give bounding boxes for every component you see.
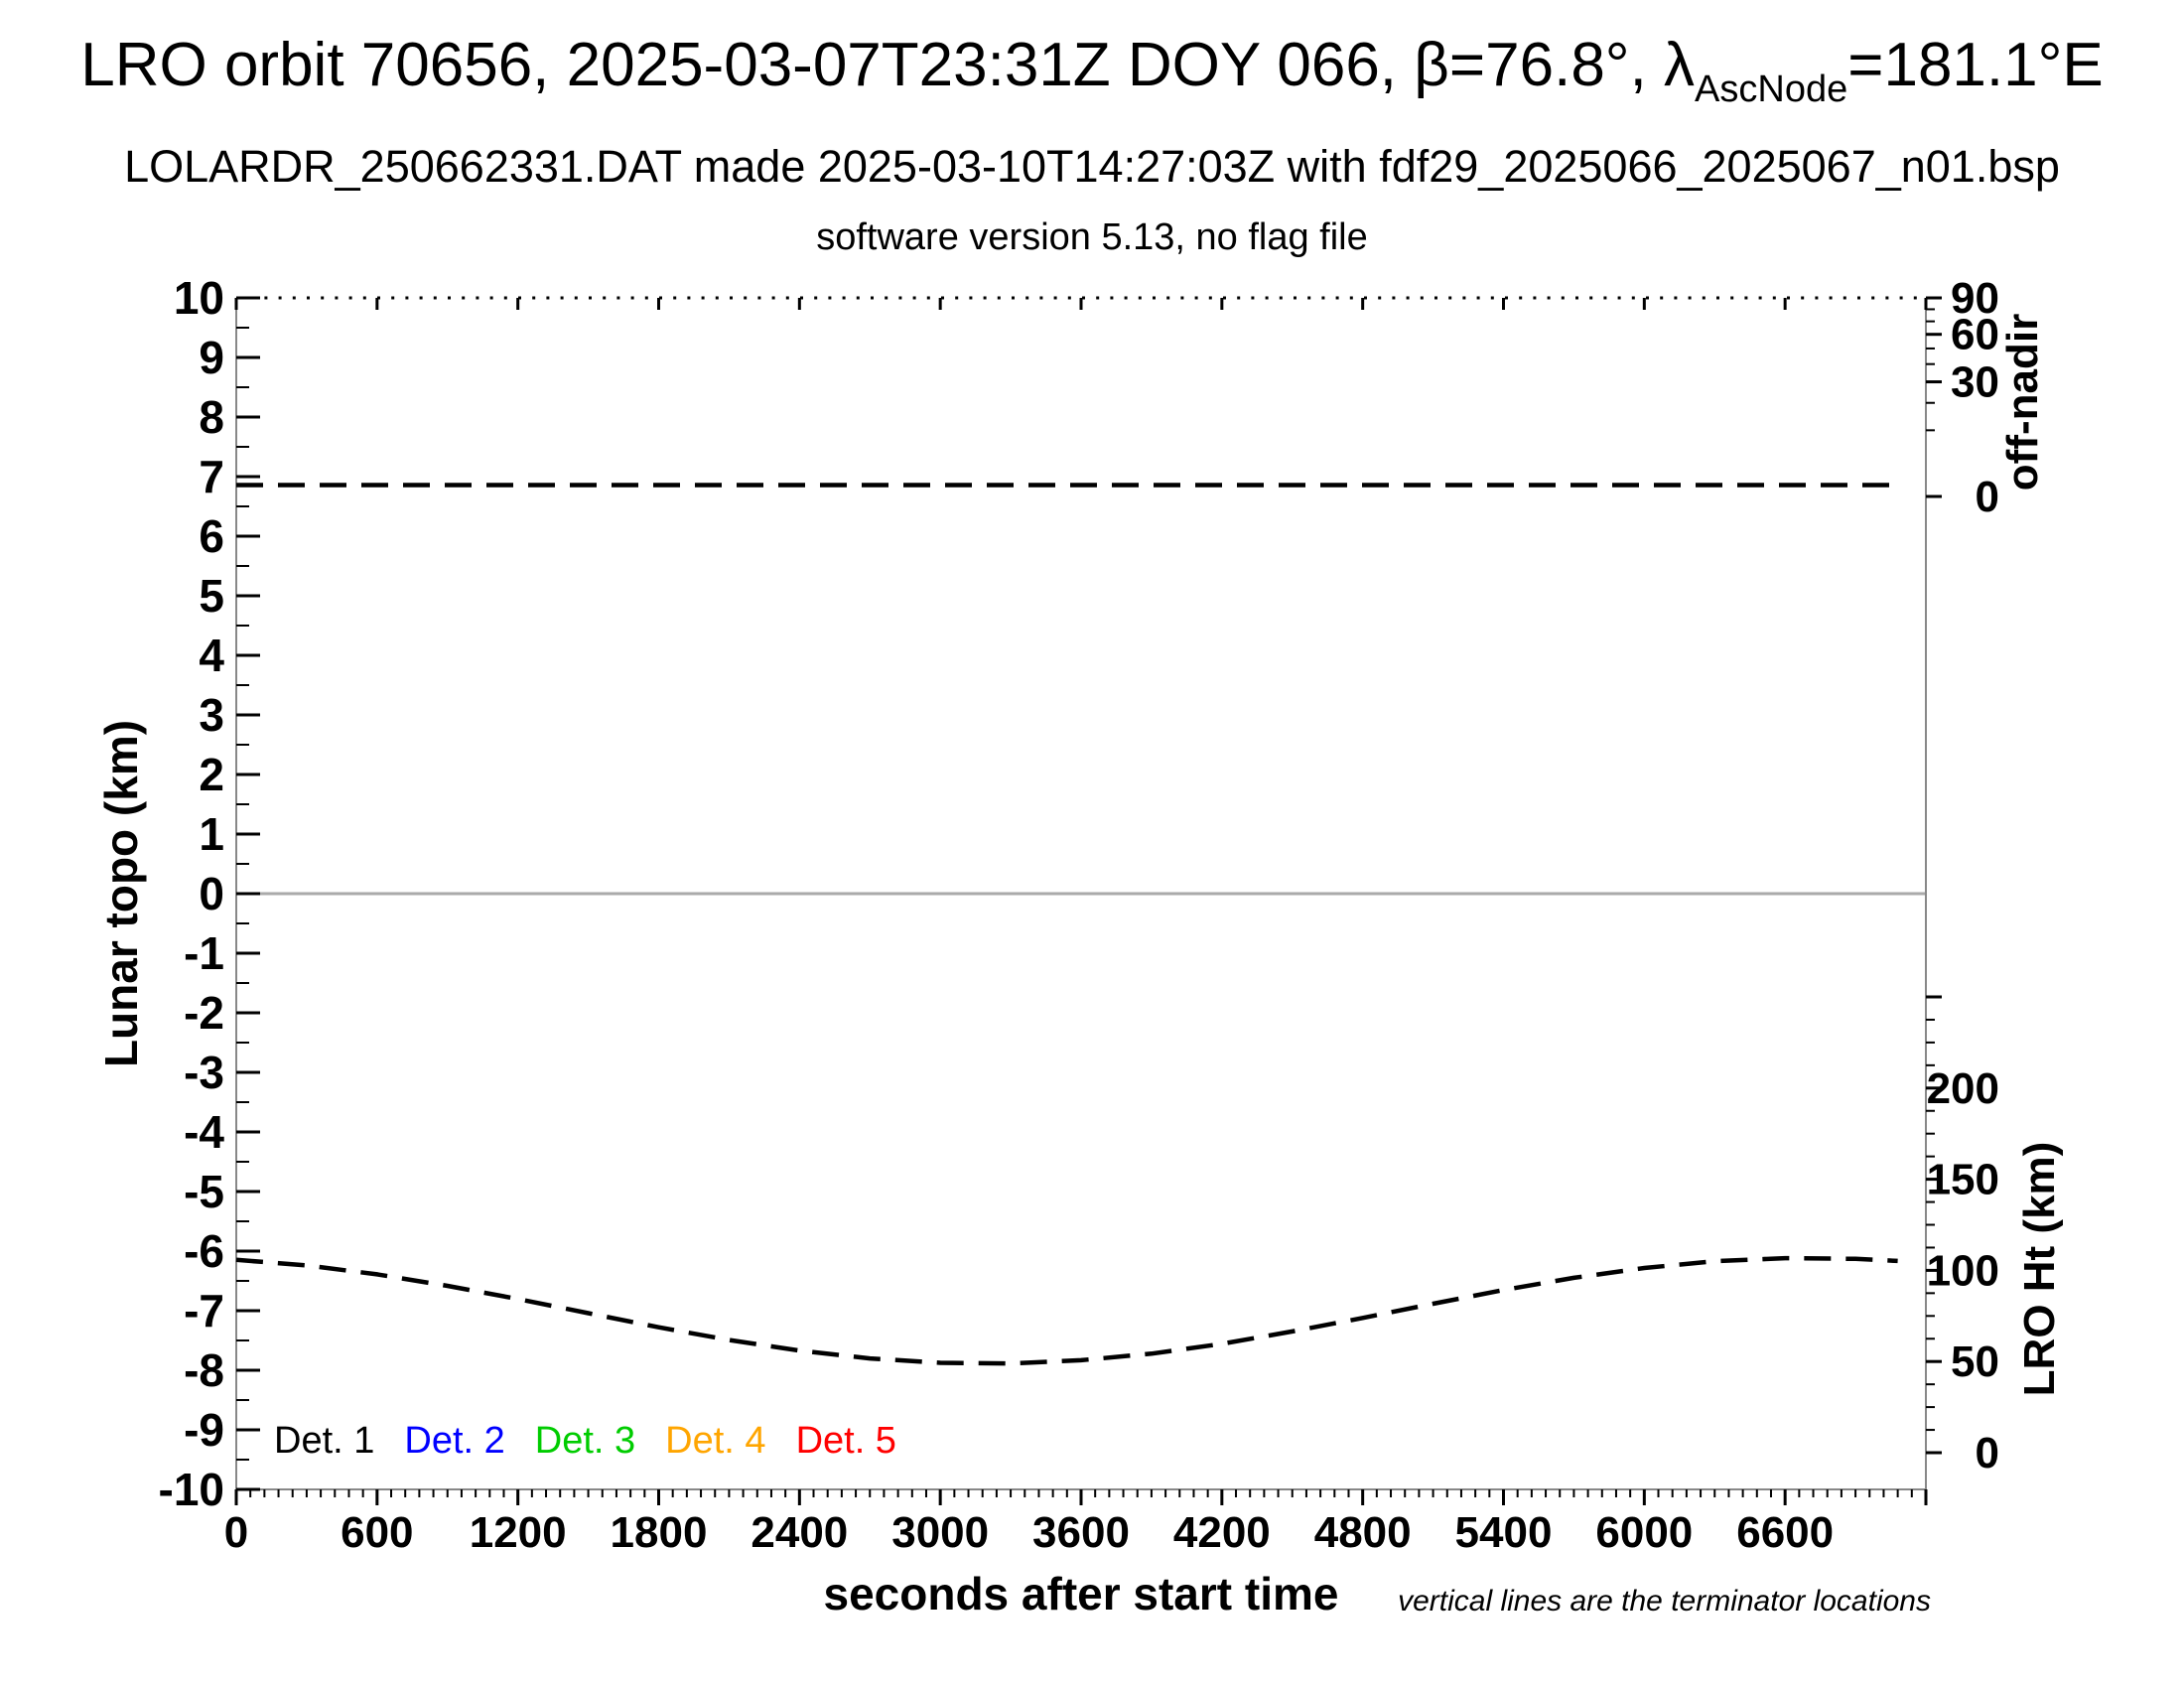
terminator-note: vertical lines are the terminator locati… xyxy=(1398,1585,1931,1618)
svg-text:-9: -9 xyxy=(184,1404,224,1456)
plot-title: LRO orbit 70656, 2025-03-07T23:31Z DOY 0… xyxy=(0,30,2184,110)
series-lro-height-curve xyxy=(235,1255,1898,1366)
svg-text:-3: -3 xyxy=(184,1047,224,1098)
plot-title-prefix: LRO orbit 70656, 2025-03-07T23:31Z DOY 0… xyxy=(80,31,1696,99)
svg-text:-7: -7 xyxy=(184,1285,224,1336)
svg-text:200: 200 xyxy=(1927,1064,1999,1113)
svg-text:60: 60 xyxy=(1951,311,1999,359)
svg-text:9: 9 xyxy=(199,332,224,383)
svg-text:1800: 1800 xyxy=(611,1508,708,1557)
svg-text:-1: -1 xyxy=(184,927,224,979)
lro-ht-axis-tick-labels: 200 150 100 50 0 xyxy=(1927,1064,1999,1477)
legend-item-det-4: Det. 4 xyxy=(665,1420,766,1462)
svg-text:5: 5 xyxy=(199,570,224,622)
lro-height-axis-title: LRO Ht (km) xyxy=(2015,1141,2064,1397)
legend-item-det-1: Det. 1 xyxy=(274,1420,375,1462)
svg-text:7: 7 xyxy=(199,451,224,502)
svg-text:10: 10 xyxy=(174,272,224,324)
svg-text:3: 3 xyxy=(199,689,224,741)
svg-text:1200: 1200 xyxy=(470,1508,567,1557)
detector-legend: Det. 1 Det. 2 Det. 3 Det. 4 Det. 5 xyxy=(274,1420,896,1463)
left-axis-title: Lunar topo (km) xyxy=(95,719,147,1068)
svg-text:90: 90 xyxy=(1951,274,1999,323)
legend-item-det-5: Det. 5 xyxy=(795,1420,896,1462)
svg-text:-2: -2 xyxy=(184,987,224,1039)
plot-title-suffix: =181.1°E xyxy=(1847,31,2104,99)
lro-ht-axis-ticks xyxy=(1926,995,1942,1455)
svg-text:2: 2 xyxy=(199,749,224,800)
x-axis-title: seconds after start time xyxy=(823,1568,1339,1619)
svg-text:30: 30 xyxy=(1951,358,1999,407)
svg-text:1: 1 xyxy=(199,808,224,860)
svg-text:0: 0 xyxy=(224,1508,248,1557)
svg-text:6600: 6600 xyxy=(1736,1508,1834,1557)
svg-text:100: 100 xyxy=(1927,1246,1999,1295)
svg-text:0: 0 xyxy=(199,868,224,919)
svg-text:-5: -5 xyxy=(184,1166,224,1217)
legend-item-det-3: Det. 3 xyxy=(534,1420,636,1462)
svg-text:2400: 2400 xyxy=(751,1508,848,1557)
svg-text:50: 50 xyxy=(1951,1337,1999,1386)
svg-text:3000: 3000 xyxy=(891,1508,989,1557)
svg-text:6000: 6000 xyxy=(1595,1508,1693,1557)
svg-text:6: 6 xyxy=(199,510,224,562)
svg-text:-4: -4 xyxy=(184,1106,224,1158)
svg-text:5400: 5400 xyxy=(1455,1508,1553,1557)
svg-text:-6: -6 xyxy=(184,1225,224,1277)
svg-text:4: 4 xyxy=(199,630,224,681)
svg-text:600: 600 xyxy=(341,1508,413,1557)
svg-text:150: 150 xyxy=(1927,1156,1999,1204)
x-axis-tick-labels: 0 600 1200 1800 2400 3000 3600 4200 4800 5400 6000… xyxy=(224,1508,1834,1557)
x-axis-ticks xyxy=(234,298,1928,1505)
plot-title-lambda-subscript: AscNode xyxy=(1695,69,1848,110)
svg-text:0: 0 xyxy=(1976,1429,1999,1477)
svg-text:4200: 4200 xyxy=(1173,1508,1271,1557)
svg-text:4800: 4800 xyxy=(1314,1508,1412,1557)
topo-axis-ticks xyxy=(236,296,260,1491)
plot-subtitle-software: software version 5.13, no flag file xyxy=(816,216,1368,258)
svg-text:3600: 3600 xyxy=(1032,1508,1130,1557)
svg-text:-10: -10 xyxy=(159,1464,224,1515)
svg-text:0: 0 xyxy=(1976,473,1999,521)
off-nadir-axis-title: off-nadir xyxy=(1998,313,2047,492)
legend-item-det-2: Det. 2 xyxy=(404,1420,505,1462)
plot-subtitle-filename: LOLARDR_250662331.DAT made 2025-03-10T14… xyxy=(124,141,2060,192)
svg-text:-8: -8 xyxy=(184,1344,224,1396)
svg-text:8: 8 xyxy=(199,391,224,443)
